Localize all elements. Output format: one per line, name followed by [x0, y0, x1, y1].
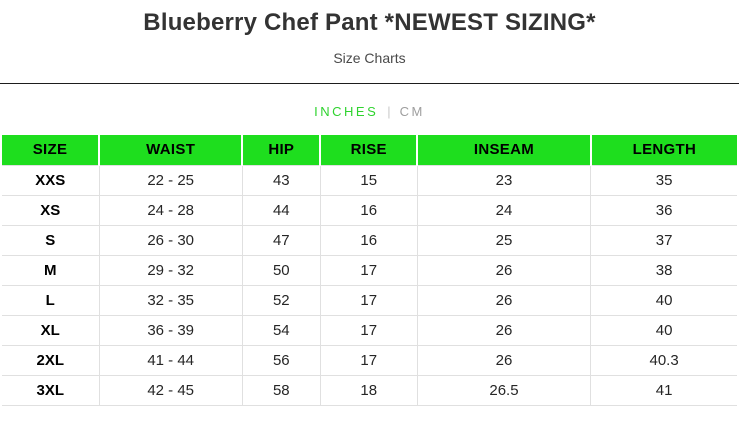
value-cell: 58: [241, 374, 321, 406]
tab-inches[interactable]: INCHES: [314, 104, 379, 119]
size-table-header: SIZE WAIST HIP RISE INSEAM LENGTH: [2, 135, 737, 165]
toggle-divider: |: [387, 104, 391, 119]
value-cell: 16: [319, 194, 418, 225]
value-cell: 15: [319, 164, 418, 195]
value-cell: 40: [590, 314, 737, 345]
value-cell: 18: [319, 374, 418, 406]
column-header-inseam: INSEAM: [416, 135, 591, 165]
value-cell: 38: [590, 254, 737, 285]
size-cell: XS: [2, 194, 100, 225]
size-cell: S: [2, 224, 100, 255]
table-row: XL 36 - 39 54 17 26 40: [2, 314, 737, 345]
page-title: Blueberry Chef Pant *NEWEST SIZING*: [143, 9, 596, 36]
value-cell: 17: [319, 314, 418, 345]
table-row: S 26 - 30 47 16 25 37: [2, 224, 737, 255]
value-cell: 29 - 32: [98, 254, 243, 285]
value-cell: 17: [319, 254, 418, 285]
size-cell: L: [2, 284, 100, 315]
value-cell: 47: [241, 224, 321, 255]
size-cell: XXS: [2, 164, 100, 195]
value-cell: 42 - 45: [98, 374, 243, 406]
size-cell: XL: [2, 314, 100, 345]
value-cell: 35: [590, 164, 737, 195]
table-row: M 29 - 32 50 17 26 38: [2, 254, 737, 285]
value-cell: 36: [590, 194, 737, 225]
value-cell: 24: [416, 194, 591, 225]
value-cell: 37: [590, 224, 737, 255]
header-divider: [0, 83, 739, 84]
column-header-length: LENGTH: [589, 135, 737, 165]
value-cell: 26: [416, 284, 591, 315]
size-cell: 2XL: [2, 344, 100, 375]
value-cell: 26: [416, 314, 591, 345]
value-cell: 32 - 35: [98, 284, 243, 315]
value-cell: 56: [241, 344, 321, 375]
column-header-size: SIZE: [2, 135, 100, 165]
value-cell: 26 - 30: [98, 224, 243, 255]
value-cell: 54: [241, 314, 321, 345]
value-cell: 41 - 44: [98, 344, 243, 375]
tab-cm[interactable]: CM: [399, 104, 425, 119]
size-table: SIZE WAIST HIP RISE INSEAM LENGTH XXS 22 …: [2, 135, 737, 406]
page-subtitle: Size Charts: [333, 50, 406, 66]
table-row: 3XL 42 - 45 58 18 26.5 41: [2, 374, 737, 406]
value-cell: 44: [241, 194, 321, 225]
value-cell: 17: [319, 284, 418, 315]
value-cell: 41: [590, 374, 737, 406]
value-cell: 23: [416, 164, 591, 195]
value-cell: 40.3: [590, 344, 737, 375]
size-cell: M: [2, 254, 100, 285]
value-cell: 36 - 39: [98, 314, 243, 345]
value-cell: 16: [319, 224, 418, 255]
column-header-hip: HIP: [241, 135, 321, 165]
column-header-waist: WAIST: [98, 135, 243, 165]
value-cell: 52: [241, 284, 321, 315]
size-cell: 3XL: [2, 374, 100, 406]
column-header-rise: RISE: [319, 135, 418, 165]
value-cell: 26: [416, 344, 591, 375]
value-cell: 26: [416, 254, 591, 285]
unit-toggle: INCHES | CM: [0, 104, 739, 119]
value-cell: 24 - 28: [98, 194, 243, 225]
table-row: XS 24 - 28 44 16 24 36: [2, 194, 737, 225]
value-cell: 25: [416, 224, 591, 255]
table-row: XXS 22 - 25 43 15 23 35: [2, 164, 737, 195]
value-cell: 43: [241, 164, 321, 195]
table-row: L 32 - 35 52 17 26 40: [2, 284, 737, 315]
value-cell: 40: [590, 284, 737, 315]
size-table-body: XXS 22 - 25 43 15 23 35 XS 24 - 28 44 16 24 36 S 26 -…: [2, 164, 737, 406]
value-cell: 22 - 25: [98, 164, 243, 195]
header-row: SIZE WAIST HIP RISE INSEAM LENGTH: [2, 135, 737, 165]
value-cell: 26.5: [416, 374, 591, 406]
value-cell: 50: [241, 254, 321, 285]
value-cell: 17: [319, 344, 418, 375]
table-row: 2XL 41 - 44 56 17 26 40.3: [2, 344, 737, 375]
